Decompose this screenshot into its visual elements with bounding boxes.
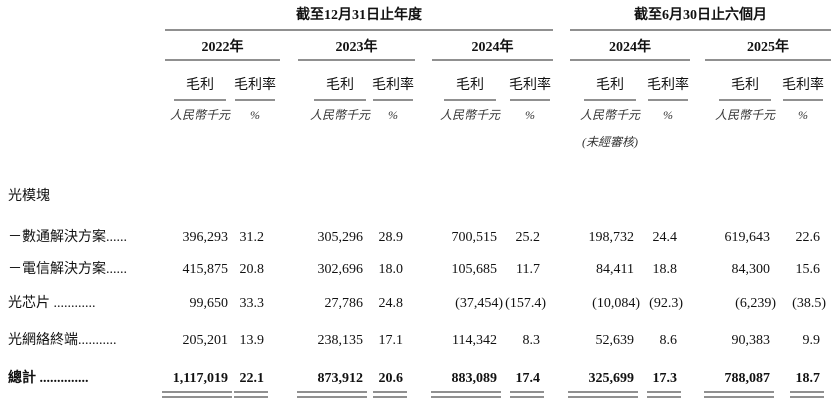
cell: 11.7	[516, 262, 540, 277]
cell: 28.9	[379, 230, 404, 245]
cell: 396,293	[183, 230, 229, 245]
cell: 33.3	[240, 296, 265, 311]
year: 2024年	[609, 38, 651, 55]
cell: 84,411	[596, 262, 634, 277]
cell: 238,135	[318, 333, 364, 348]
cell: 1,117,019	[173, 371, 228, 386]
cell: 114,342	[452, 333, 497, 348]
cell: 20.6	[379, 371, 404, 386]
cell: 8.3	[523, 333, 541, 348]
row-label: 光網絡終端...........	[8, 332, 117, 348]
cell: 788,087	[725, 371, 771, 386]
metric-label: 毛利率	[782, 76, 824, 93]
year: 2024年	[472, 38, 514, 55]
unit: %	[798, 108, 808, 122]
unit: %	[388, 108, 398, 122]
cell: 31.2	[240, 230, 265, 245]
cell: 9.9	[803, 333, 821, 348]
row-label: 光芯片 ............	[8, 295, 96, 311]
cell: (38.5)	[792, 296, 826, 311]
year: 2023年	[336, 38, 378, 55]
cell: 198,732	[589, 230, 635, 245]
cell: 305,296	[318, 230, 364, 245]
unit: %	[525, 108, 535, 122]
cell: 700,515	[452, 230, 498, 245]
cell: 25.2	[516, 230, 541, 245]
cell: 883,089	[452, 371, 498, 386]
period-header: 截至6月30日止六個月	[634, 6, 767, 23]
cell: 18.7	[796, 371, 821, 386]
metric-label: 毛利	[596, 77, 624, 93]
cell: 24.4	[653, 230, 678, 245]
cell: (37,454)	[455, 296, 503, 311]
section-title: 光模塊	[8, 188, 50, 204]
period-header: 截至12月31日止年度	[296, 6, 423, 23]
metric-label: 毛利率	[647, 76, 689, 93]
cell: 873,912	[318, 371, 364, 386]
cell: 27,786	[325, 296, 364, 311]
unit: %	[663, 108, 673, 122]
unit: 人民幣千元	[440, 108, 501, 122]
cell: (6,239)	[735, 296, 776, 311]
cell: 8.6	[660, 333, 678, 348]
cell: 619,643	[725, 230, 771, 245]
unit: %	[250, 108, 260, 122]
cell: 24.8	[379, 296, 404, 311]
unaudited-note: (未經審核)	[582, 135, 638, 149]
row-label: －數通解決方案......	[8, 228, 127, 245]
metric-label: 毛利率	[372, 76, 414, 93]
cell: 20.8	[240, 262, 265, 277]
metric-label: 毛利	[456, 77, 484, 93]
metric-label: 毛利率	[509, 76, 551, 93]
row-label: 總計 ..............	[8, 369, 89, 386]
year: 2025年	[747, 38, 789, 55]
metric-label: 毛利	[326, 77, 354, 93]
metric-label: 毛利	[731, 77, 759, 93]
metric-label: 毛利	[186, 77, 214, 93]
cell: 17.1	[379, 333, 404, 348]
unit: 人民幣千元	[580, 108, 641, 122]
cell: 52,639	[596, 333, 635, 348]
cell: 90,383	[732, 333, 771, 348]
cell: (157.4)	[505, 296, 546, 311]
cell: 17.4	[516, 371, 541, 386]
row-label: －電信解決方案......	[8, 260, 127, 277]
unit: 人民幣千元	[310, 108, 371, 122]
cell: 13.9	[240, 333, 265, 348]
cell: 105,685	[452, 262, 498, 277]
cell: 22.6	[796, 230, 821, 245]
metric-label: 毛利率	[234, 76, 276, 93]
year: 2022年	[202, 38, 244, 55]
unit: 人民幣千元	[170, 108, 231, 122]
cell: 302,696	[318, 262, 364, 277]
cell: 84,300	[732, 262, 771, 277]
cell: (92.3)	[649, 296, 683, 311]
cell: 18.0	[379, 262, 404, 277]
cell: 205,201	[183, 333, 229, 348]
cell: 415,875	[183, 262, 229, 277]
cell: 17.3	[653, 371, 678, 386]
cell: 325,699	[589, 371, 635, 386]
cell: 18.8	[653, 262, 678, 277]
cell: 15.6	[796, 262, 821, 277]
cell: 22.1	[240, 371, 265, 386]
cell: 99,650	[190, 296, 229, 311]
cell: (10,084)	[592, 296, 640, 311]
unit: 人民幣千元	[715, 108, 776, 122]
